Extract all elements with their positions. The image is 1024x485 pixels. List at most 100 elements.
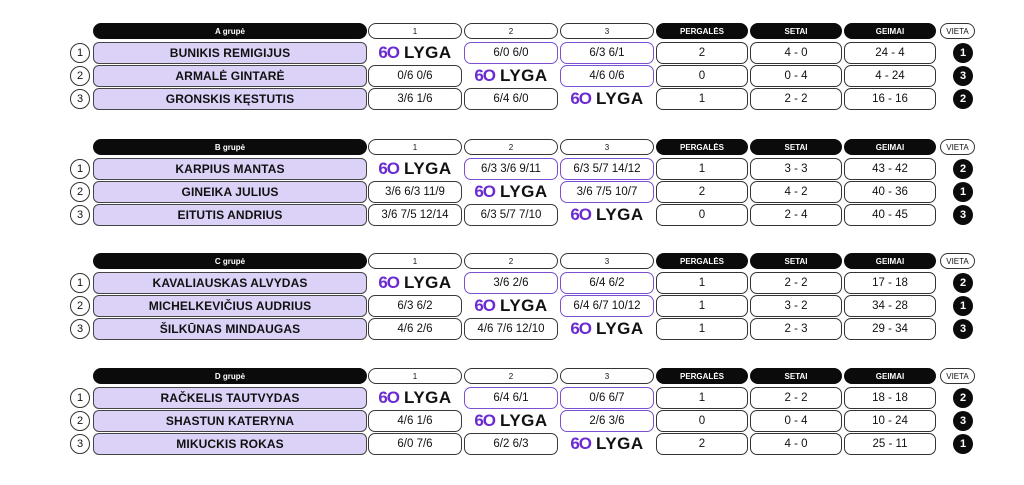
column-header-games: GEIMAI [844, 23, 936, 39]
logo-word: LYGA [404, 273, 452, 292]
place-badge: 2 [953, 89, 973, 109]
group-header-row: D grupė 1 2 3 PERGALĖS SETAI GEIMAI VIETA [70, 368, 975, 384]
logo-number: 6O [570, 434, 592, 453]
sets-value: 0 - 4 [750, 65, 842, 87]
place-badge: 2 [953, 273, 973, 293]
column-header-2: 2 [464, 253, 558, 269]
games-value: 18 - 18 [844, 387, 936, 409]
player-name: KARPIUS MANTAS [93, 158, 367, 180]
match-score: 6/4 6/0 [464, 88, 558, 110]
place-badge: 3 [953, 205, 973, 225]
place-badge: 1 [953, 43, 973, 63]
logo-word: LYGA [404, 43, 452, 62]
column-header-sets: SETAI [750, 23, 842, 39]
seed-number: 2 [70, 411, 90, 431]
column-header-2: 2 [464, 368, 558, 384]
league-logo: 6O LYGA [560, 318, 654, 340]
match-score: 4/6 0/6 [560, 65, 654, 87]
seed-number: 1 [70, 273, 90, 293]
logo-word: LYGA [500, 66, 548, 85]
match-score: 6/3 5/7 14/12 [560, 158, 654, 180]
match-score: 3/6 7/5 10/7 [560, 181, 654, 203]
column-header-sets: SETAI [750, 368, 842, 384]
player-name: GRONSKIS KĘSTUTIS [93, 88, 367, 110]
column-header-wins: PERGALĖS [656, 23, 748, 39]
wins-value: 0 [656, 410, 748, 432]
match-score: 6/4 6/1 [464, 387, 558, 409]
league-logo: 6O LYGA [464, 181, 558, 203]
logo-word: LYGA [500, 182, 548, 201]
logo-number: 6O [378, 159, 400, 178]
logo-word: LYGA [596, 205, 644, 224]
logo-word: LYGA [500, 411, 548, 430]
logo-word: LYGA [596, 434, 644, 453]
logo-word: LYGA [596, 89, 644, 108]
player-row: 1 KAVALIAUSKAS ALVYDAS 6O LYGA 3/6 2/6 6/4 6/… [70, 272, 975, 294]
league-logo: 6O LYGA [464, 295, 558, 317]
place-badge: 3 [953, 66, 973, 86]
sets-value: 4 - 0 [750, 433, 842, 455]
column-header-sets: SETAI [750, 253, 842, 269]
games-value: 29 - 34 [844, 318, 936, 340]
group-title: C grupė [93, 253, 367, 269]
games-value: 43 - 42 [844, 158, 936, 180]
player-name: BUNIKIS REMIGIJUS [93, 42, 367, 64]
logo-word: LYGA [404, 159, 452, 178]
sets-value: 0 - 4 [750, 410, 842, 432]
seed-number: 3 [70, 319, 90, 339]
seed-number: 1 [70, 159, 90, 179]
column-header-1: 1 [368, 368, 462, 384]
games-value: 40 - 45 [844, 204, 936, 226]
player-name: RAČKELIS TAUTVYDAS [93, 387, 367, 409]
place-badge: 3 [953, 319, 973, 339]
games-value: 40 - 36 [844, 181, 936, 203]
league-logo: 6O LYGA [368, 158, 462, 180]
column-header-place: VIETA [940, 253, 975, 269]
player-name: MIKUCKIS ROKAS [93, 433, 367, 455]
match-score: 3/6 1/6 [368, 88, 462, 110]
column-header-place: VIETA [940, 368, 975, 384]
logo-number: 6O [570, 319, 592, 338]
column-header-3: 3 [560, 139, 654, 155]
wins-value: 0 [656, 204, 748, 226]
wins-value: 1 [656, 318, 748, 340]
match-score: 0/6 6/7 [560, 387, 654, 409]
wins-value: 2 [656, 42, 748, 64]
league-logo: 6O LYGA [368, 42, 462, 64]
wins-value: 1 [656, 88, 748, 110]
wins-value: 1 [656, 272, 748, 294]
games-value: 10 - 24 [844, 410, 936, 432]
player-name: ŠILKŪNAS MINDAUGAS [93, 318, 367, 340]
group-table: B grupė 1 2 3 PERGALĖS SETAI GEIMAI VIETA 1 KARPI… [70, 139, 975, 226]
games-value: 25 - 11 [844, 433, 936, 455]
group-header-row: C grupė 1 2 3 PERGALĖS SETAI GEIMAI VIETA [70, 253, 975, 269]
logo-number: 6O [378, 273, 400, 292]
match-score: 6/4 6/7 10/12 [560, 295, 654, 317]
place-badge: 1 [953, 434, 973, 454]
logo-number: 6O [378, 388, 400, 407]
match-score: 3/6 6/3 11/9 [368, 181, 462, 203]
league-logo: 6O LYGA [464, 410, 558, 432]
column-header-place: VIETA [940, 23, 975, 39]
match-score: 6/0 6/0 [464, 42, 558, 64]
match-score: 6/2 6/3 [464, 433, 558, 455]
match-score: 4/6 7/6 12/10 [464, 318, 558, 340]
match-score: 4/6 1/6 [368, 410, 462, 432]
wins-value: 2 [656, 433, 748, 455]
group-header-row: B grupė 1 2 3 PERGALĖS SETAI GEIMAI VIETA [70, 139, 975, 155]
seed-number: 2 [70, 296, 90, 316]
wins-value: 0 [656, 65, 748, 87]
games-value: 17 - 18 [844, 272, 936, 294]
sets-value: 2 - 2 [750, 88, 842, 110]
player-row: 2 GINEIKA JULIUS 3/6 6/3 11/9 6O LYGA 3/6 7/5… [70, 181, 975, 203]
group-title: A grupė [93, 23, 367, 39]
logo-word: LYGA [404, 388, 452, 407]
league-logo: 6O LYGA [560, 88, 654, 110]
match-score: 6/3 3/6 9/11 [464, 158, 558, 180]
sets-value: 2 - 2 [750, 387, 842, 409]
player-row: 3 ŠILKŪNAS MINDAUGAS 4/6 2/6 4/6 7/6 12/10 6… [70, 318, 975, 340]
column-header-wins: PERGALĖS [656, 253, 748, 269]
player-name: MICHELKEVIČIUS AUDRIUS [93, 295, 367, 317]
player-row: 3 EITUTIS ANDRIUS 3/6 7/5 12/14 6/3 5/7 7/1… [70, 204, 975, 226]
